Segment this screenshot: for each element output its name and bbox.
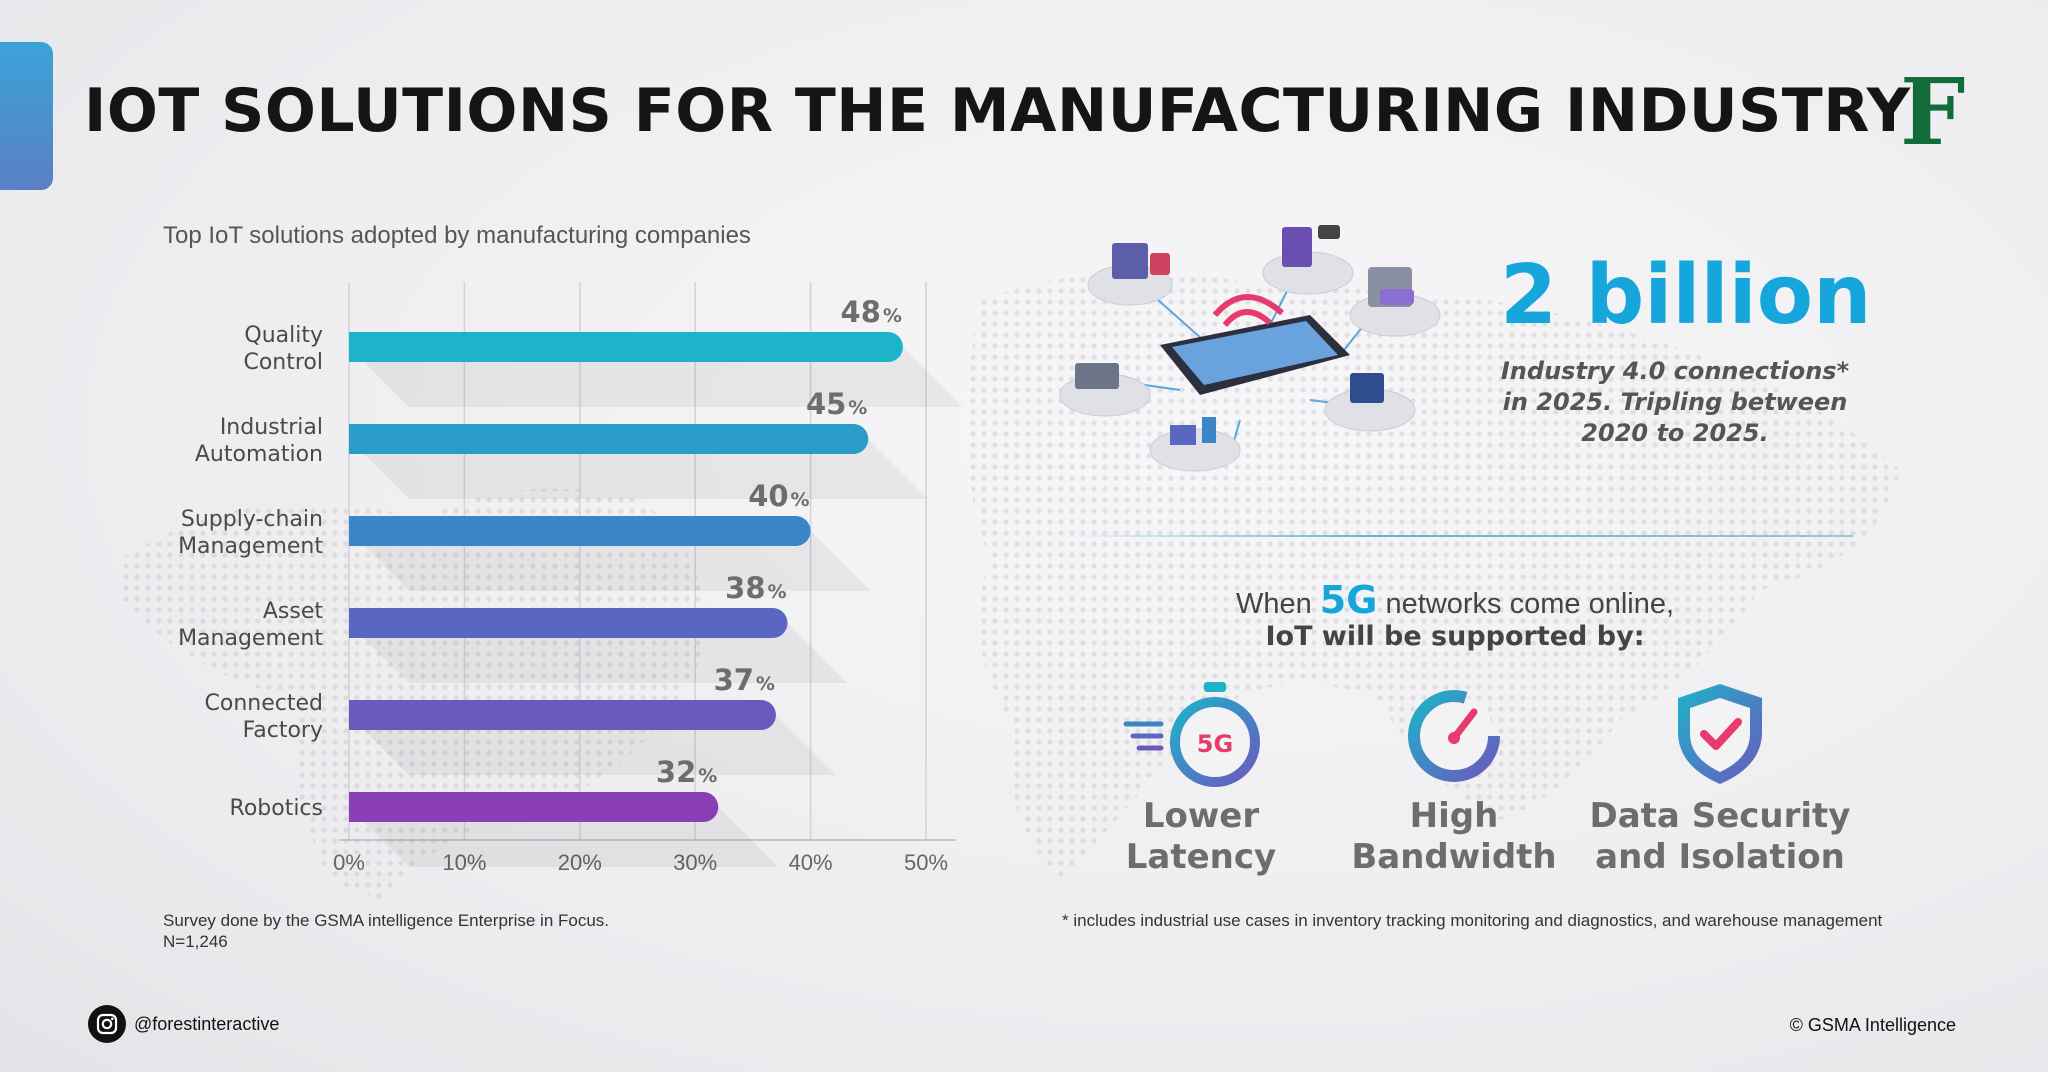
bar	[349, 700, 776, 730]
category-label: Management	[178, 626, 323, 651]
title-accent-bar	[0, 42, 53, 190]
survey-note-line: Survey done by the GSMA intelligence Ent…	[163, 911, 610, 930]
category-label: Connected	[205, 691, 323, 716]
bar-value-label: 32	[656, 755, 696, 789]
5g-highlight: 5G	[1319, 578, 1378, 622]
5g-badge-text: 5G	[1197, 730, 1233, 758]
5g-heading-pre: When	[1235, 588, 1320, 620]
feature-data-security: Data Security and Isolation	[1580, 680, 1860, 878]
copyright-text: © GSMA Intelligence	[1789, 1015, 1956, 1035]
bar-value-label: 45	[806, 387, 846, 421]
x-tick-label: 0%	[333, 850, 365, 875]
bar-value-suffix: %	[883, 305, 902, 327]
category-label: Management	[178, 534, 323, 559]
category-label: Control	[243, 350, 323, 375]
stat-desc-line: Industry 4.0 connections*	[1500, 357, 1850, 385]
feature-label-line: High	[1409, 796, 1499, 836]
category-label: Factory	[243, 718, 323, 743]
chart-subtitle: Top IoT solutions adopted by manufacturi…	[163, 222, 751, 249]
shield-check-icon	[1678, 684, 1762, 784]
category-label: Automation	[195, 442, 323, 467]
x-tick-label: 40%	[789, 850, 833, 875]
speedometer-icon	[1408, 690, 1500, 782]
stopwatch-5g-icon: 5G	[1123, 682, 1260, 787]
5g-subheading: IoT will be supported by:	[1265, 621, 1645, 652]
bar-value-label: 38	[725, 571, 765, 605]
category-label: Quality	[244, 323, 323, 348]
stat-desc-line: 2020 to 2025.	[1581, 419, 1769, 447]
feature-label-line: Latency	[1125, 837, 1277, 877]
feature-high-bandwidth: High Bandwidth	[1314, 680, 1594, 878]
social-handle-text[interactable]: @forestinteractive	[134, 1013, 280, 1034]
bar	[349, 608, 788, 638]
bar-value-label: 40	[748, 479, 788, 513]
feature-label-line: Data Security	[1589, 796, 1851, 836]
instagram-icon	[88, 1005, 126, 1043]
bar-value-label: 37	[714, 663, 754, 697]
bar	[349, 332, 903, 362]
x-tick-label: 30%	[673, 850, 717, 875]
stat-description: Industry 4.0 connections* in 2025. Tripl…	[1480, 356, 1870, 449]
feature-label-line: Bandwidth	[1351, 837, 1557, 877]
x-tick-label: 50%	[904, 850, 948, 875]
stat-number: 2 billion	[1500, 248, 1872, 343]
feature-label-line: and Isolation	[1595, 837, 1845, 877]
stat-desc-line: in 2025. Tripling between	[1502, 388, 1848, 416]
survey-sample-size: N=1,246	[163, 932, 228, 951]
bar-value-suffix: %	[698, 765, 717, 787]
bar-value-suffix: %	[791, 489, 810, 511]
social-handle-block[interactable]: @forestinteractive	[88, 1005, 279, 1043]
bar-value-suffix: %	[767, 581, 786, 603]
5g-heading: When 5G networks come online,	[1100, 578, 1810, 622]
feature-lower-latency: 5G Lower Latency	[1061, 680, 1341, 878]
category-label: Asset	[263, 599, 324, 624]
feature-label-line: Lower	[1142, 796, 1260, 836]
bar	[349, 424, 869, 454]
x-tick-label: 10%	[442, 850, 486, 875]
footnote: * includes industrial use cases in inven…	[1062, 911, 1883, 930]
survey-note: Survey done by the GSMA intelligence Ent…	[163, 910, 609, 952]
bar-value-suffix: %	[848, 397, 867, 419]
section-divider	[1060, 535, 1853, 537]
x-tick-label: 20%	[558, 850, 602, 875]
bar-value-suffix: %	[756, 673, 775, 695]
category-label: Robotics	[230, 796, 323, 821]
bar	[349, 516, 811, 546]
bar	[349, 792, 719, 822]
category-label: Industrial	[220, 415, 323, 440]
forbes-logo: F	[1900, 58, 1966, 166]
page-title: IOT SOLUTIONS FOR THE MANUFACTURING INDU…	[84, 76, 1911, 146]
category-label: Supply-chain	[181, 507, 323, 532]
iot-network-illustration	[1059, 225, 1441, 472]
bar-value-label: 48	[841, 295, 881, 329]
5g-heading-post: networks come online,	[1377, 588, 1675, 620]
